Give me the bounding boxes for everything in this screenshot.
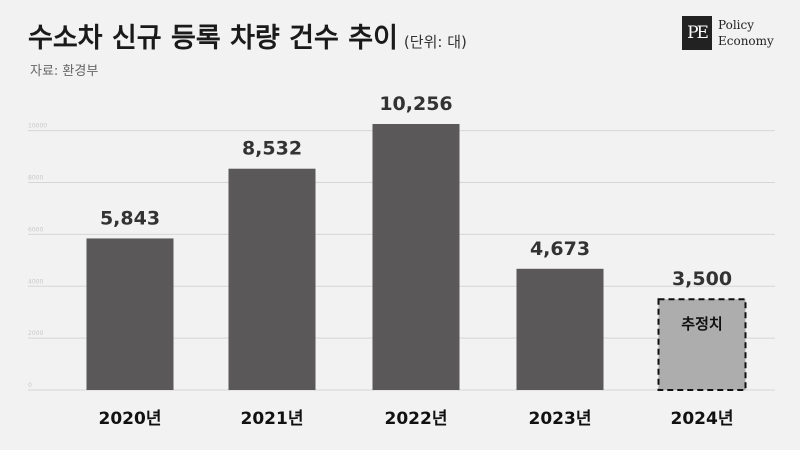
bar — [228, 168, 316, 390]
data-label: 3,500 — [672, 268, 732, 290]
y-tick-label: 6000 — [28, 226, 43, 233]
bar — [372, 124, 460, 390]
publisher-logo: PE Policy Economy — [682, 16, 782, 52]
estimate-label: 추정치 — [681, 315, 722, 333]
bar — [516, 268, 604, 390]
chart-title: 수소차 신규 등록 차량 건수 추이 (단위: 대) — [28, 16, 467, 55]
y-tick-label: 8000 — [28, 175, 43, 182]
unit-label: (단위: 대) — [403, 33, 467, 51]
logo-line-2: Economy — [718, 34, 774, 48]
logo-mark: PE — [682, 16, 712, 50]
x-tick-label: 2021년 — [241, 409, 304, 429]
logo-line-1: Policy — [718, 18, 754, 32]
source-label: 자료: 환경부 — [30, 64, 99, 79]
y-tick-label: 2000 — [28, 330, 43, 337]
x-tick-label: 2024년 — [671, 409, 734, 429]
data-label: 5,843 — [100, 207, 160, 229]
data-label: 10,256 — [379, 93, 452, 115]
y-tick-label: 10000 — [28, 123, 47, 130]
data-label: 8,532 — [242, 138, 302, 160]
logo-name: Policy Economy — [718, 17, 774, 49]
title-text: 수소차 신규 등록 차량 건수 추이 — [28, 23, 398, 54]
bar — [86, 238, 174, 390]
y-tick-label: 4000 — [28, 278, 43, 285]
data-label: 4,673 — [530, 238, 590, 260]
bar-estimate — [657, 298, 747, 392]
x-tick-label: 2023년 — [529, 409, 592, 429]
x-tick-label: 2020년 — [99, 409, 162, 429]
x-tick-label: 2022년 — [385, 409, 448, 429]
y-tick-label: 0 — [28, 382, 32, 389]
